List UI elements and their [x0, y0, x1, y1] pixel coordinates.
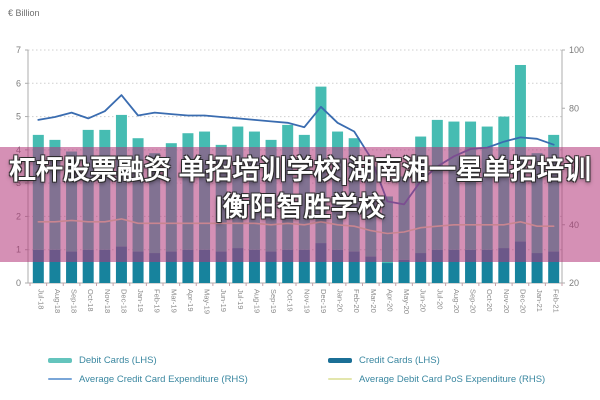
- left-axis-tick-label: 7: [16, 45, 21, 55]
- x-axis-label: Jul-20: [435, 289, 444, 309]
- bar-credit-cards: [149, 253, 161, 283]
- x-axis-label: Feb-21: [552, 289, 561, 313]
- legend-item-debit-cards: Debit Cards (LHS): [48, 353, 248, 367]
- bar-credit-cards: [548, 251, 560, 283]
- bar-credit-cards: [365, 256, 377, 283]
- left-axis-tick-label: 0: [16, 278, 21, 288]
- x-axis-label: May-19: [203, 289, 212, 314]
- bar-credit-cards: [132, 251, 144, 283]
- bar-credit-cards: [115, 246, 127, 283]
- avg-credit-expenditure-swatch-icon: [48, 378, 72, 380]
- legend-column-left: Debit Cards (LHS) Average Credit Card Ex…: [48, 353, 248, 386]
- x-axis-label: Nov-20: [502, 289, 511, 313]
- right-axis-tick-label: 100: [569, 45, 584, 55]
- legend-label: Average Credit Card Expenditure (RHS): [79, 373, 248, 385]
- x-axis-label: Nov-18: [103, 289, 112, 313]
- bar-credit-cards: [215, 251, 227, 283]
- bar-credit-cards: [182, 249, 194, 283]
- bar-credit-cards: [514, 241, 526, 283]
- x-axis-label: Jul-18: [36, 289, 45, 309]
- x-axis-label: Sep-19: [269, 289, 278, 313]
- x-axis-label: Jan-19: [136, 289, 145, 312]
- x-axis-label: May-20: [402, 289, 411, 314]
- legend-column-right: Credit Cards (LHS) Average Debit Card Po…: [328, 353, 545, 386]
- legend-label: Credit Cards (LHS): [359, 354, 440, 366]
- right-axis-tick-label: 20: [569, 278, 579, 288]
- legend-label: Average Debit Card PoS Expenditure (RHS): [359, 373, 546, 385]
- bar-credit-cards: [465, 249, 477, 283]
- avg-debit-pos-expenditure-swatch-icon: [328, 378, 352, 380]
- bar-credit-cards: [248, 249, 260, 283]
- right-axis-tick-label: 80: [569, 103, 579, 113]
- bar-credit-cards: [448, 249, 460, 283]
- x-axis-label: Oct-18: [86, 289, 95, 312]
- x-axis-label: Feb-20: [352, 289, 361, 313]
- bar-credit-cards: [66, 251, 78, 283]
- watermark-line2: |衡阳智胜学校: [215, 192, 385, 222]
- x-axis-label: Apr-19: [186, 289, 195, 312]
- x-axis-label: Jan-20: [336, 289, 345, 312]
- legend-item-credit-cards: Credit Cards (LHS): [328, 353, 545, 367]
- left-axis-unit-label: € Billion: [8, 8, 40, 18]
- x-axis-label: Jun-20: [419, 289, 428, 312]
- bar-credit-cards: [332, 249, 344, 283]
- bar-credit-cards: [99, 249, 111, 283]
- bar-credit-cards: [381, 263, 393, 283]
- bar-credit-cards: [348, 251, 360, 283]
- bar-credit-cards: [298, 249, 310, 283]
- legend-item-avg-debit-pos-expenditure: Average Debit Card PoS Expenditure (RHS): [328, 372, 545, 386]
- x-axis-label: Oct-20: [485, 289, 494, 312]
- x-axis-label: Jul-19: [236, 289, 245, 309]
- bar-credit-cards: [49, 249, 61, 283]
- bar-credit-cards: [431, 249, 443, 283]
- bar-credit-cards: [415, 253, 427, 283]
- bar-credit-cards: [232, 248, 244, 283]
- x-axis-label: Dec-20: [518, 289, 527, 313]
- x-axis-label: Dec-19: [319, 289, 328, 313]
- x-axis-label: Jan-21: [535, 289, 544, 312]
- x-axis-label: Aug-18: [53, 289, 62, 313]
- bar-credit-cards: [498, 248, 510, 283]
- bar-credit-cards: [199, 249, 211, 283]
- bar-credit-cards: [32, 249, 44, 283]
- left-axis-tick-label: 6: [16, 78, 21, 88]
- x-axis-label: Apr-20: [385, 289, 394, 312]
- x-axis-label: Aug-19: [252, 289, 261, 313]
- bar-credit-cards: [165, 251, 177, 283]
- bar-credit-cards: [82, 249, 94, 283]
- bar-credit-cards: [282, 249, 294, 283]
- x-axis-label: Mar-19: [169, 289, 178, 313]
- x-axis-label: Jun-19: [219, 289, 228, 312]
- legend-item-avg-credit-expenditure: Average Credit Card Expenditure (RHS): [48, 372, 248, 386]
- x-axis-label: Oct-19: [286, 289, 295, 312]
- bar-credit-cards: [315, 243, 327, 283]
- x-axis-label: Mar-20: [369, 289, 378, 313]
- x-axis-label: Sep-20: [469, 289, 478, 313]
- watermark-text: 杠杆股票融资 单招培训学校|湖南湘一星单招培训 |衡阳智胜学校: [0, 152, 600, 226]
- left-axis-tick-label: 5: [16, 112, 21, 122]
- legend-label: Debit Cards (LHS): [79, 354, 157, 366]
- x-axis-label: Aug-20: [452, 289, 461, 313]
- x-axis-label: Nov-19: [302, 289, 311, 313]
- bar-credit-cards: [481, 249, 493, 283]
- x-axis-label: Sep-18: [70, 289, 79, 313]
- x-axis-label: Dec-18: [119, 289, 128, 313]
- watermark-line1: 杠杆股票融资 单招培训学校|湖南湘一星单招培训: [8, 155, 592, 185]
- credit-cards-swatch-icon: [328, 357, 352, 363]
- debit-cards-swatch-icon: [48, 357, 72, 363]
- chart-legend: Debit Cards (LHS) Average Credit Card Ex…: [0, 353, 600, 397]
- x-axis-label: Feb-19: [153, 289, 162, 313]
- watermark-banner: [0, 147, 600, 262]
- bar-credit-cards: [531, 253, 543, 283]
- bar-credit-cards: [265, 251, 277, 283]
- bar-credit-cards: [398, 259, 410, 283]
